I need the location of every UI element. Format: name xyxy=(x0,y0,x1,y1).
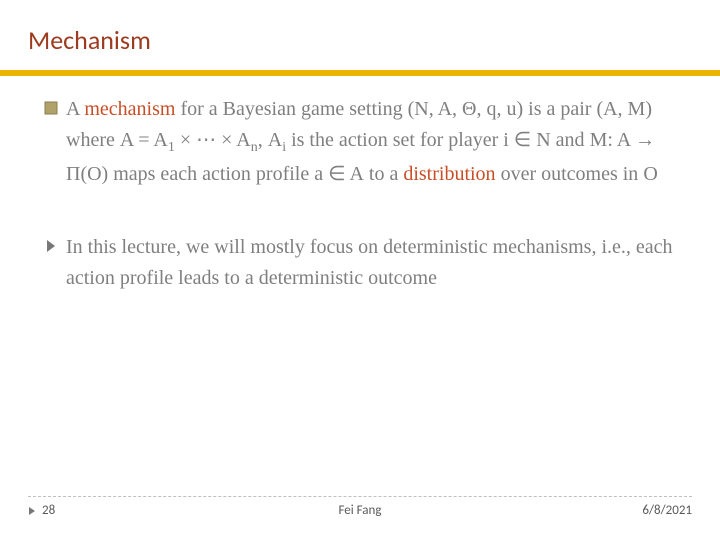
bullet-square-icon xyxy=(44,101,58,115)
paragraph-2: In this lecture, we will mostly focus on… xyxy=(66,232,684,294)
slide-body: A mechanism for a Bayesian game setting … xyxy=(44,94,684,294)
footer-divider xyxy=(28,496,692,497)
footer-author: Fei Fang xyxy=(339,503,382,518)
accent-bar xyxy=(0,70,720,76)
footer-arrow-icon xyxy=(28,507,36,515)
slide-title: Mechanism xyxy=(28,24,720,56)
page-number: 28 xyxy=(42,503,55,518)
slide-footer: 28 Fei Fang 6/8/2021 xyxy=(28,496,692,518)
footer-date: 6/8/2021 xyxy=(642,503,692,518)
bullet-item-2: In this lecture, we will mostly focus on… xyxy=(44,232,684,294)
bullet-item-1: A mechanism for a Bayesian game setting … xyxy=(44,94,684,190)
bullet-arrow-icon xyxy=(44,239,58,253)
paragraph-1: A mechanism for a Bayesian game setting … xyxy=(66,94,684,190)
